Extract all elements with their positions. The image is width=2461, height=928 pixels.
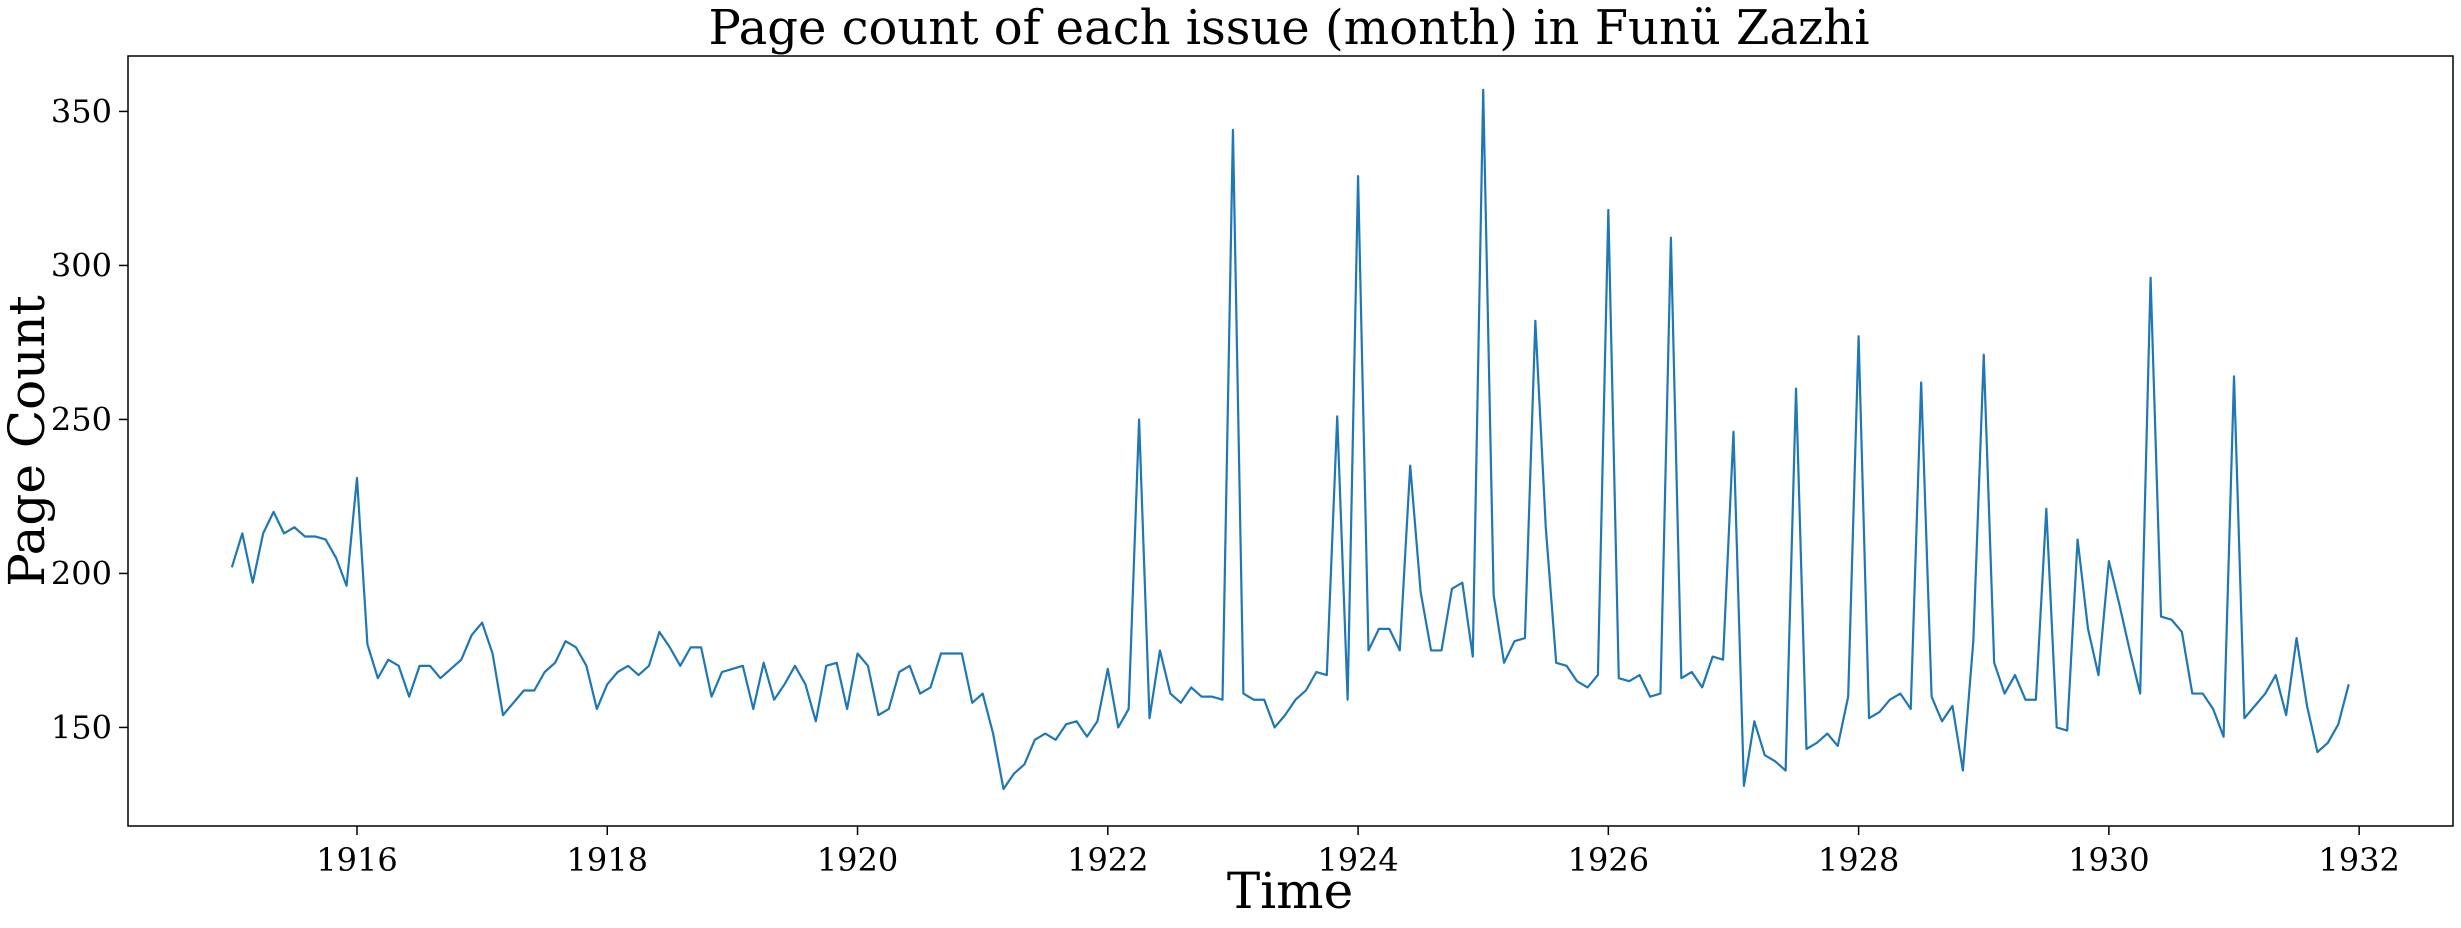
chart-title: Page count of each issue (month) in Funü… [708, 0, 1869, 56]
y-tick-label: 350 [51, 92, 112, 130]
y-tick-label: 300 [51, 246, 112, 284]
y-axis-label: Page Count [0, 295, 56, 587]
y-tick-label: 150 [51, 708, 112, 746]
x-tick-label: 1918 [567, 841, 648, 879]
x-tick-label: 1916 [316, 841, 397, 879]
x-tick-label: 1930 [2068, 841, 2149, 879]
x-tick-label: 1922 [1067, 841, 1148, 879]
x-axis: 1916 1918 1920 1922 1924 1926 1928 1930 1932 [316, 826, 2400, 879]
x-axis-label: Time [1227, 862, 1353, 920]
plot-area [127, 55, 2454, 827]
x-tick-label: 1920 [817, 841, 898, 879]
x-tick-label: 1924 [1317, 841, 1398, 879]
y-tick-label: 250 [51, 400, 112, 438]
x-tick-label: 1926 [1568, 841, 1649, 879]
y-tick-label: 200 [51, 554, 112, 592]
series-line [230, 88, 2350, 791]
x-tick-label: 1932 [2318, 841, 2399, 879]
y-axis: 150 200 250 300 350 [51, 92, 128, 746]
x-tick-label: 1928 [1818, 841, 1899, 879]
